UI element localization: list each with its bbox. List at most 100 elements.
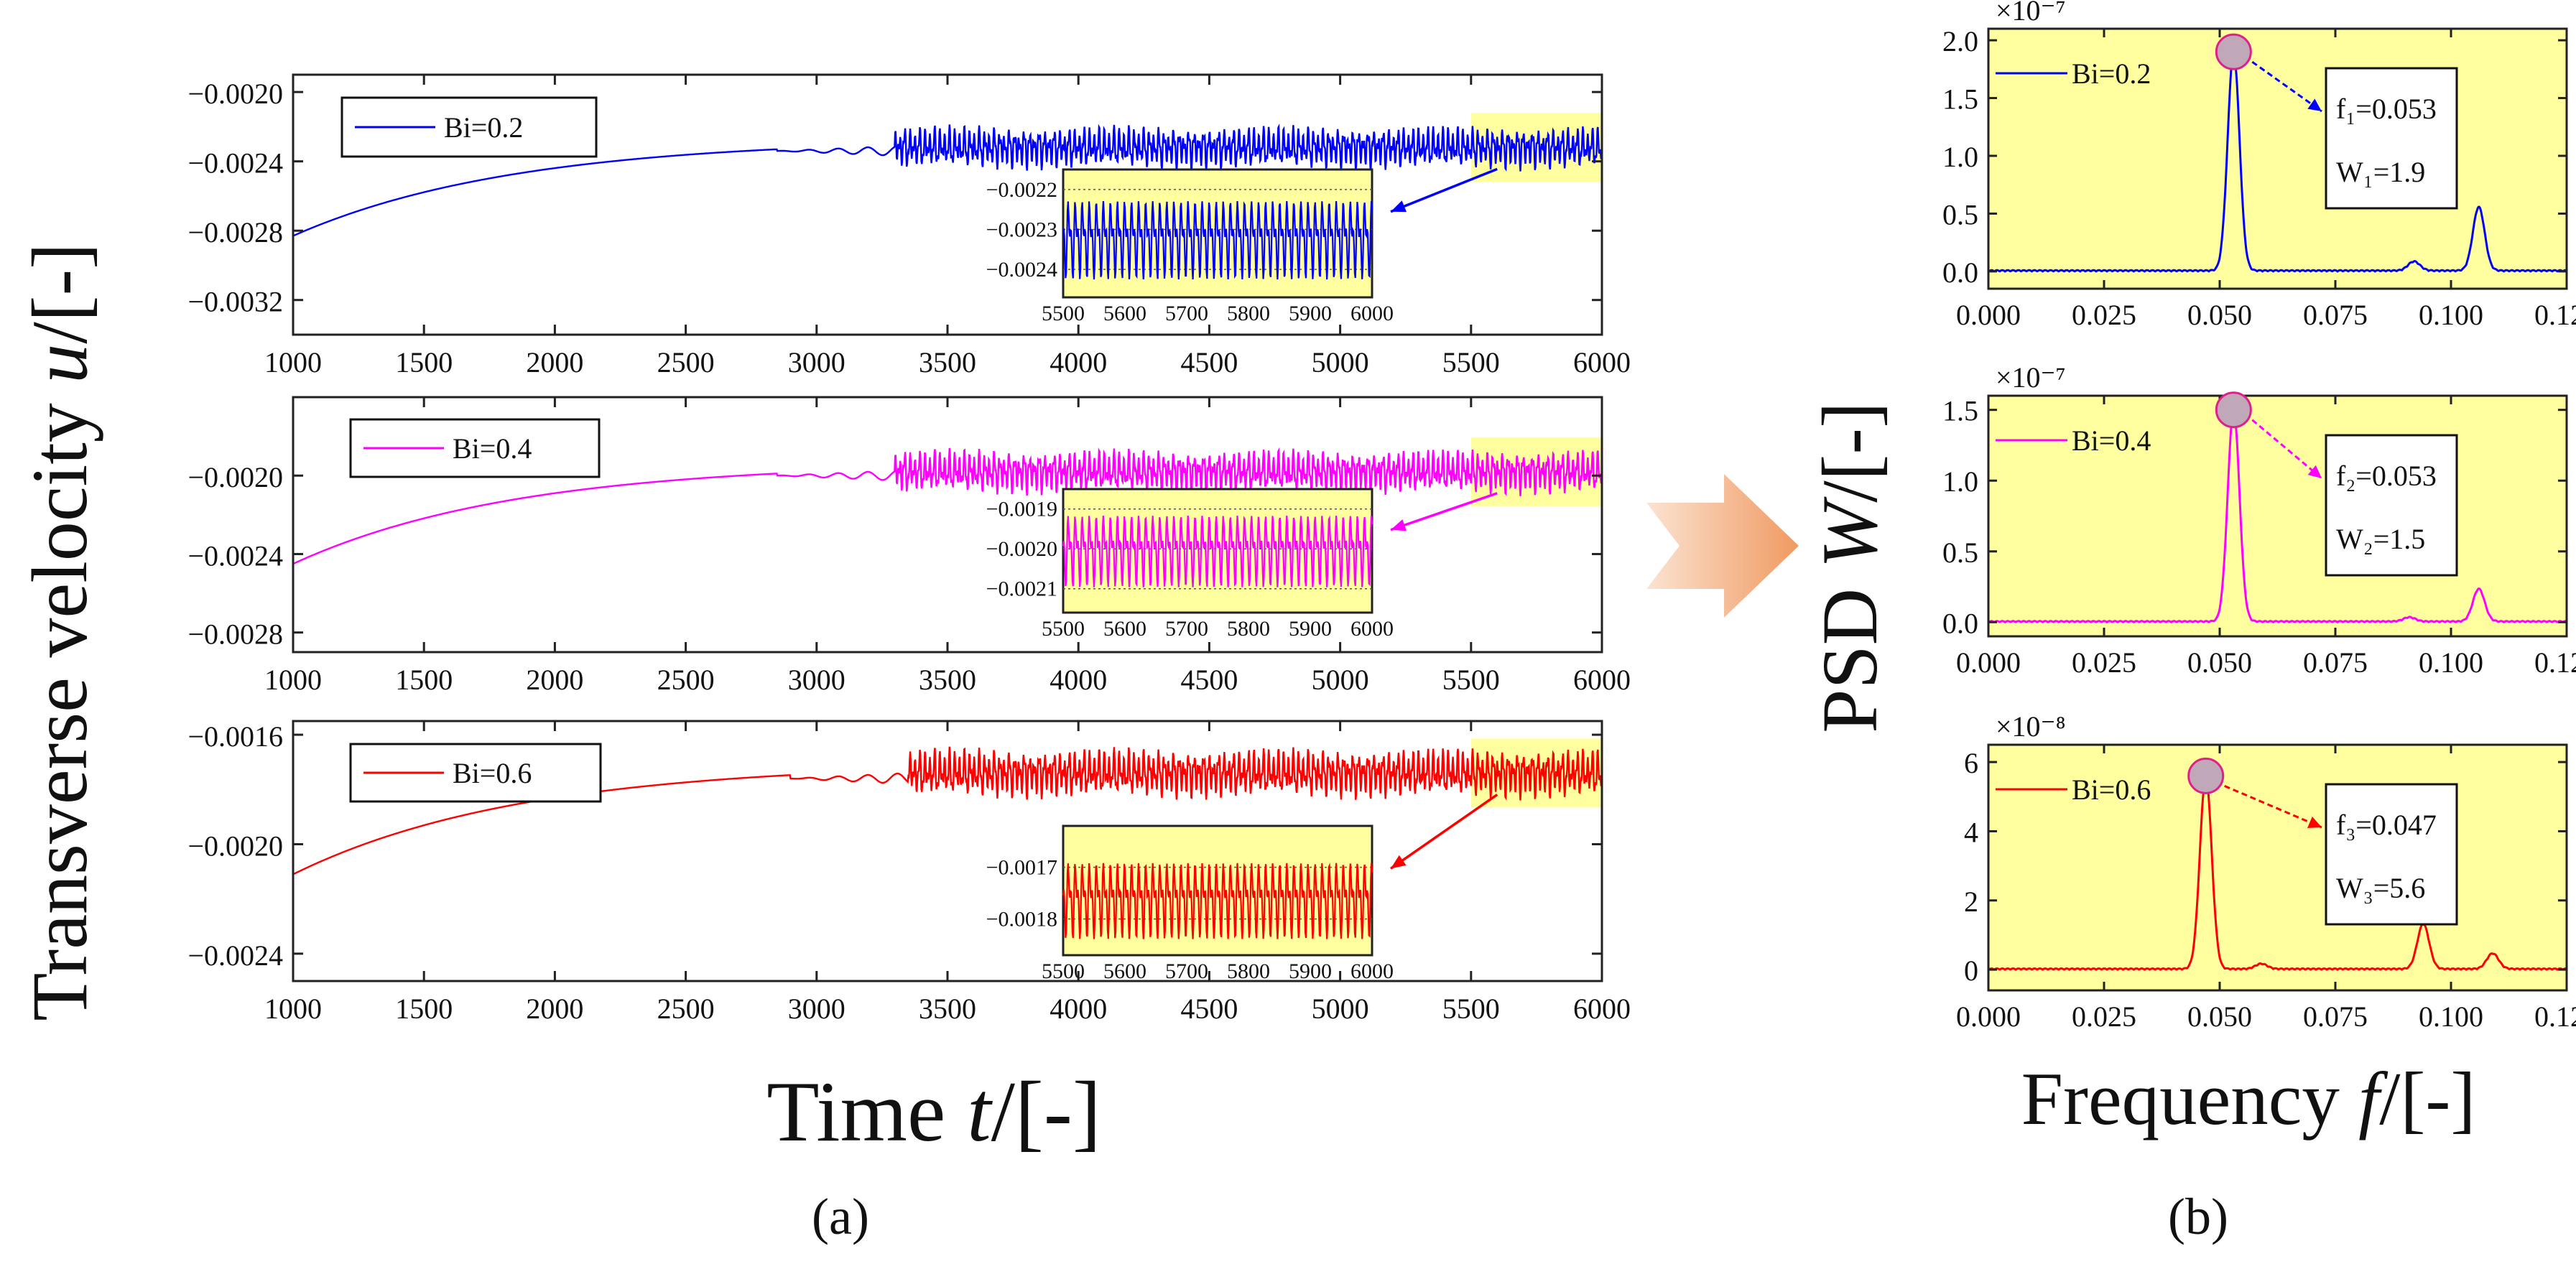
x-tick-label: 0.075 xyxy=(2303,299,2368,331)
annotation-arrow-head xyxy=(2307,816,2322,828)
inset-pointer-head xyxy=(1391,200,1407,213)
inset-pointer-arrow xyxy=(1390,492,1498,531)
inset-plot: 5500 5600 5700 5800 5900 6000 −0.0019 −0.0020 −0… xyxy=(986,488,1394,641)
series-line xyxy=(292,447,1603,565)
time-series-panel: 1000 1500 2000 2500 3000 3500 4000 4500 5000 5500… xyxy=(187,720,1631,1025)
y-tick-label: 4 xyxy=(1964,816,1978,848)
y-tick-label: −0.0020 xyxy=(187,830,283,862)
x-tick-label: 0.050 xyxy=(2187,646,2252,679)
y-tick-label: −0.0024 xyxy=(187,147,283,180)
x-tick-label: 0.125 xyxy=(2534,299,2576,331)
x-tick-label: 0.000 xyxy=(1956,1000,2021,1033)
plot-frame xyxy=(1987,743,2568,992)
peak-frequency-label: f₁=0.053 xyxy=(2336,93,2437,125)
x-tick-label: 0.125 xyxy=(2534,646,2576,679)
x-tick-label: 5000 xyxy=(1312,346,1369,378)
x-tick-label: 2000 xyxy=(526,993,583,1025)
x-tick-label: 4500 xyxy=(1180,993,1238,1025)
inset-plot: 5500 5600 5700 5800 5900 6000 −0.0022 −0.0023 −0… xyxy=(986,168,1394,325)
peak-marker xyxy=(2187,757,2225,794)
caption-a: (a) xyxy=(812,1188,869,1245)
x-tick-label: 0.100 xyxy=(2419,646,2483,679)
x-tick-label: 4500 xyxy=(1180,346,1238,378)
y-tick-label: 1.0 xyxy=(1942,141,1978,173)
inset-x-tick-label: 5500 xyxy=(1042,302,1085,325)
x-tick-label: 0.025 xyxy=(2072,299,2136,331)
inset-x-tick-label: 6000 xyxy=(1350,617,1394,641)
inset-x-tick-label: 5600 xyxy=(1103,959,1146,983)
inset-x-tick-label: 6000 xyxy=(1350,302,1394,325)
annotation-arrow xyxy=(2251,60,2322,113)
x-tick-label: 0.075 xyxy=(2303,1000,2368,1033)
y-tick-label: −0.0028 xyxy=(187,216,283,248)
x-tick-label: 0.050 xyxy=(2187,299,2252,331)
psd-panel: 0.000 0.025 0.050 0.075 0.100 0.125 0.0 0.5 1.0 1… xyxy=(1942,0,2576,331)
x-tick-label: 1000 xyxy=(264,346,322,378)
y-tick-label: 1.5 xyxy=(1942,395,1978,427)
y-tick-label: 0.0 xyxy=(1942,256,1978,289)
inset-x-tick-label: 5900 xyxy=(1289,617,1332,641)
inset-x-tick-label: 5600 xyxy=(1103,302,1146,325)
inset-y-tick-label: −0.0021 xyxy=(986,577,1057,601)
x-tick-label: 0.025 xyxy=(2072,1000,2136,1033)
x-tick-label: 5000 xyxy=(1312,993,1369,1025)
inset-y-tick-label: −0.0023 xyxy=(986,218,1057,241)
x-tick-label: 3000 xyxy=(788,664,845,696)
x-tick-label: 5000 xyxy=(1312,664,1369,696)
legend-label: Bi=0.4 xyxy=(2072,424,2151,457)
x-tick-label: 2000 xyxy=(526,346,583,378)
x-tick-label: 3500 xyxy=(919,664,976,696)
exponent-label: ×10⁻⁷ xyxy=(1996,361,2066,394)
inset-x-tick-label: 5700 xyxy=(1165,302,1208,325)
legend-label: Bi=0.2 xyxy=(2072,57,2151,90)
inset-y-tick-label: −0.0022 xyxy=(986,178,1057,202)
psd-panel: 0.000 0.025 0.050 0.075 0.100 0.125 0 2 4 6 ×10⁻⁸B… xyxy=(1956,710,2576,1033)
exponent-label: ×10⁻⁷ xyxy=(1996,0,2066,27)
y-tick-label: 0.0 xyxy=(1942,607,1978,639)
inset-x-tick-label: 5800 xyxy=(1227,302,1270,325)
legend-label: Bi=0.6 xyxy=(453,757,532,789)
y-tick-label: −0.0028 xyxy=(187,618,283,651)
x-tick-label: 5500 xyxy=(1442,664,1500,696)
y-tick-label: 1.0 xyxy=(1942,465,1978,498)
annotation-box xyxy=(2325,783,2458,926)
x-tick-label: 3500 xyxy=(919,346,976,378)
psd-line xyxy=(1988,406,2567,624)
right-xlabel: Frequency f/[-] xyxy=(2021,1056,2476,1140)
annotation-box xyxy=(2325,67,2458,210)
x-tick-label: 1500 xyxy=(395,993,453,1025)
inset-series-line xyxy=(1062,515,1373,587)
x-tick-label: 6000 xyxy=(1573,664,1631,696)
plot-frame xyxy=(1987,27,2568,290)
inset-pointer-head xyxy=(1391,855,1407,869)
x-tick-label: 5500 xyxy=(1442,346,1500,378)
y-tick-label: −0.0024 xyxy=(187,539,283,572)
x-tick-label: 4000 xyxy=(1050,346,1107,378)
series-line xyxy=(292,124,1603,237)
x-tick-label: 6000 xyxy=(1573,993,1631,1025)
legend-label: Bi=0.6 xyxy=(2072,773,2151,806)
left-xlabel: Time t/[-] xyxy=(766,1064,1101,1159)
inset-pointer-head xyxy=(1391,519,1407,531)
psd-line xyxy=(1988,772,2567,971)
inset-series-line xyxy=(1062,200,1373,280)
inset-series-line xyxy=(1062,863,1373,939)
peak-frequency-label: f₂=0.053 xyxy=(2336,460,2437,492)
time-series-panel: 1000 1500 2000 2500 3000 3500 4000 4500 5000 5500… xyxy=(187,73,1631,378)
x-tick-label: 0.000 xyxy=(1956,646,2021,679)
x-tick-label: 1000 xyxy=(264,664,322,696)
peak-marker xyxy=(2215,391,2252,429)
x-tick-label: 2500 xyxy=(657,664,715,696)
inset-x-tick-label: 5600 xyxy=(1103,617,1146,641)
inset-y-tick-label: −0.0020 xyxy=(986,537,1057,561)
inset-x-tick-label: 5800 xyxy=(1227,959,1270,983)
inset-y-tick-label: −0.0018 xyxy=(986,908,1057,931)
x-tick-label: 1500 xyxy=(395,346,453,378)
peak-marker xyxy=(2215,33,2252,70)
right-ylabel: PSD W/[-] xyxy=(1806,401,1894,733)
x-tick-label: 0.025 xyxy=(2072,646,2136,679)
y-tick-label: −0.0016 xyxy=(187,720,283,753)
x-tick-label: 3500 xyxy=(919,993,976,1025)
annotation-arrow xyxy=(2251,419,2322,480)
